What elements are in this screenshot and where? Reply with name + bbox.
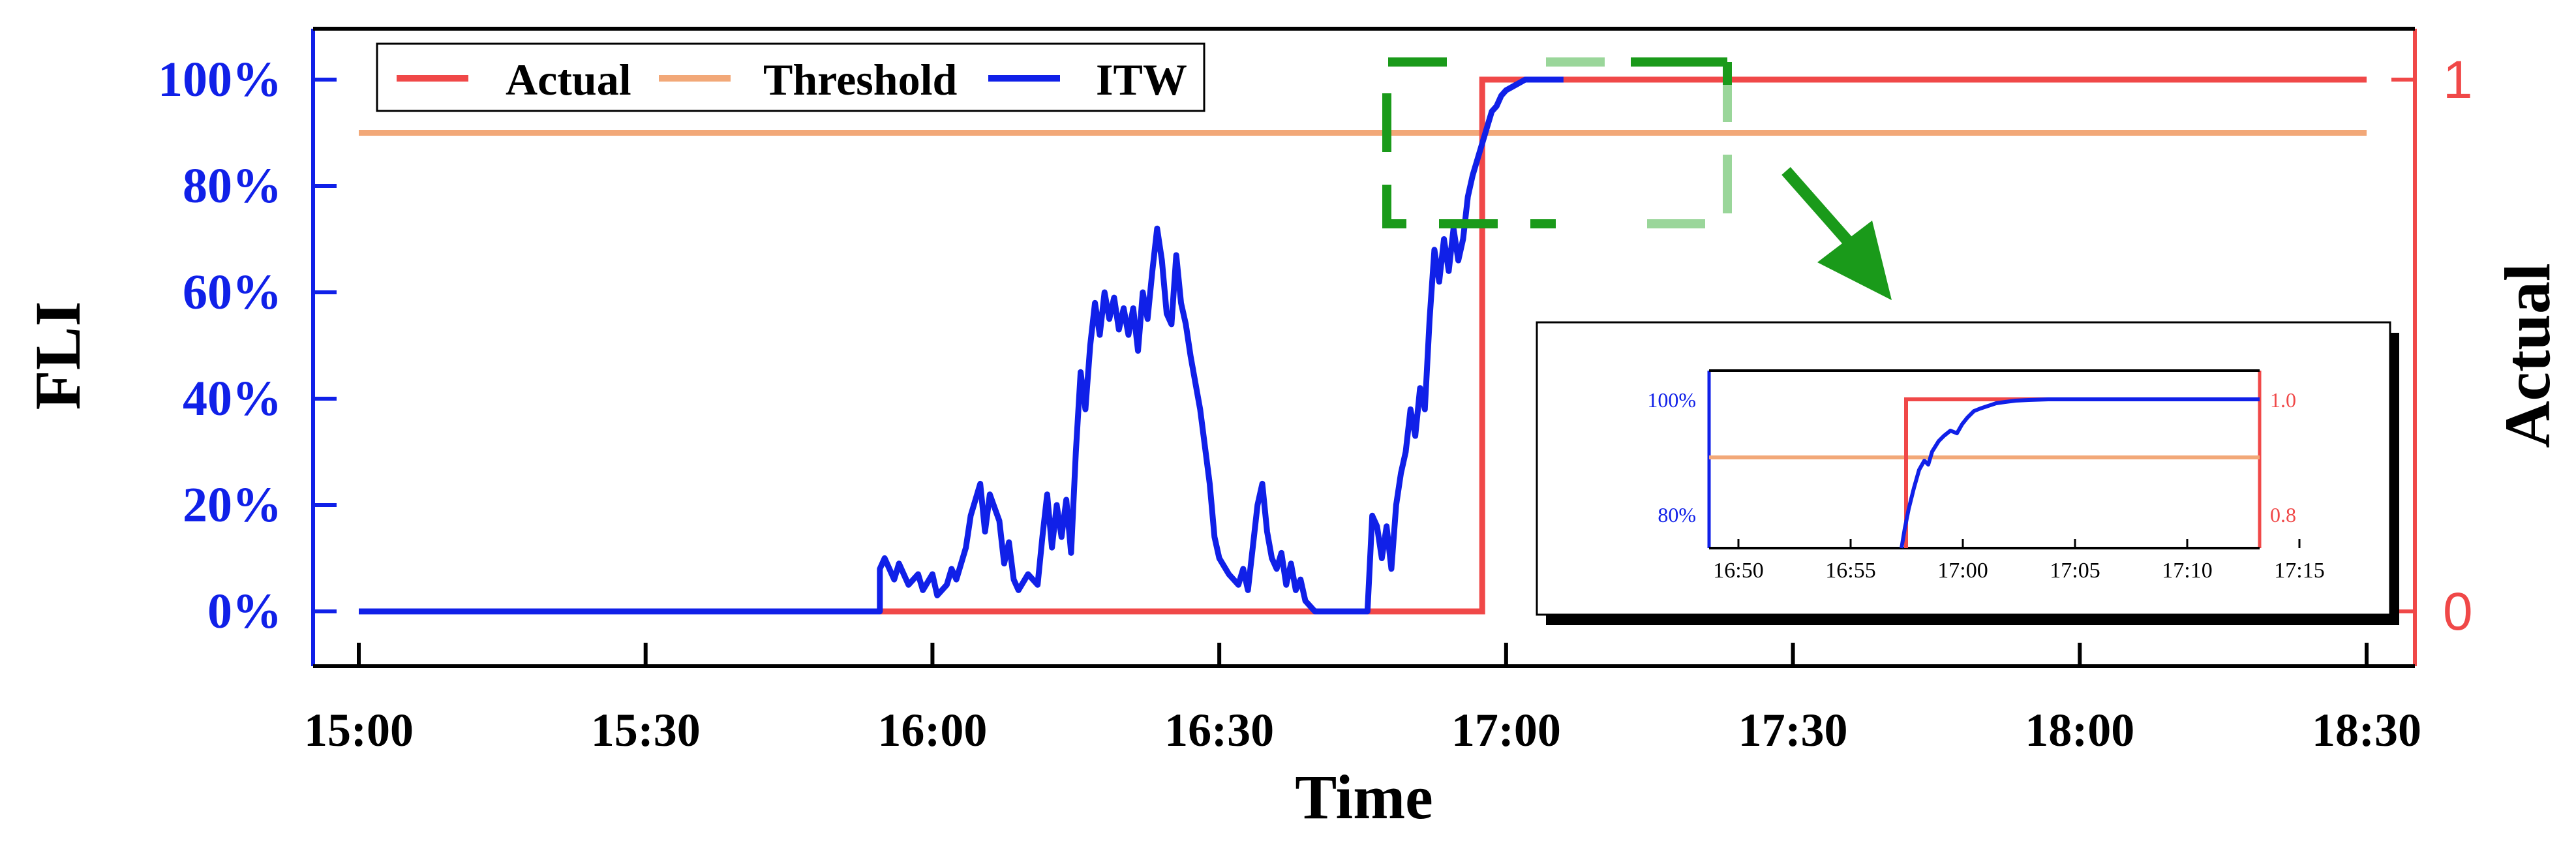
- legend-label-threshold: Threshold: [763, 55, 957, 104]
- y-left-tick-label: 100%: [158, 52, 282, 107]
- x-tick-label: 18:00: [2025, 704, 2134, 756]
- inset-x-tick-label: 17:00: [1937, 559, 1988, 583]
- legend-frame: [376, 42, 1205, 112]
- inset-y-tick-80: 80%: [1658, 503, 1696, 527]
- inset-x-tick-label: 17:15: [2274, 559, 2324, 583]
- inset-yr-tick-1: 1.0: [2270, 388, 2296, 412]
- inset-panel: 16:50 16:55 17:00 17:05 17:10 17:15 100% 80% …: [1536, 321, 2399, 625]
- x-tick-label: 15:30: [591, 704, 701, 756]
- y-left-tick-label: 20%: [183, 478, 282, 532]
- inset-x-tick-label: 17:05: [2050, 559, 2100, 583]
- inset-yr-tick-08: 0.8: [2270, 503, 2296, 527]
- x-axis-label: Time: [1295, 762, 1433, 832]
- inset-itw-line: [1900, 397, 2260, 549]
- x-tick-label: 15:00: [304, 704, 414, 756]
- zoom-box-light: [1546, 57, 1732, 228]
- y-left-tick-label: 0%: [207, 584, 282, 639]
- series-itw-line: [359, 76, 1564, 615]
- inset-x-tick-label: 16:50: [1713, 559, 1763, 583]
- legend: Actual Threshold ITW: [376, 42, 1205, 112]
- x-tick-label: 16:00: [877, 704, 987, 756]
- legend-label-itw: ITW: [1096, 55, 1187, 104]
- y-left-axis-label: FLI: [22, 301, 94, 410]
- y-left-tick-label: 60%: [183, 265, 282, 320]
- y-right-tick-label: 0: [2443, 582, 2473, 641]
- y-right-tick-label: 1: [2443, 50, 2473, 110]
- x-tick-label: 16:30: [1164, 704, 1274, 756]
- inset-x-tick-label: 17:10: [2162, 559, 2212, 583]
- y-left-tick-label: 80%: [183, 159, 282, 213]
- y-right-axis-label: Actual: [2491, 263, 2564, 448]
- x-tick-label: 17:00: [1451, 704, 1561, 756]
- legend-label-actual: Actual: [506, 55, 631, 104]
- zoom-box-dark: [1382, 57, 1556, 228]
- x-tick-label: 18:30: [2312, 704, 2421, 756]
- x-tick-label: 17:30: [1738, 704, 1848, 756]
- inset-x-tick-label: 16:55: [1825, 559, 1875, 583]
- zoom-arrow: [1781, 167, 1892, 300]
- y-left-tick-label: 40%: [183, 371, 282, 426]
- inset-y-tick-100: 100%: [1647, 388, 1696, 412]
- zoom-box: [1382, 57, 1732, 228]
